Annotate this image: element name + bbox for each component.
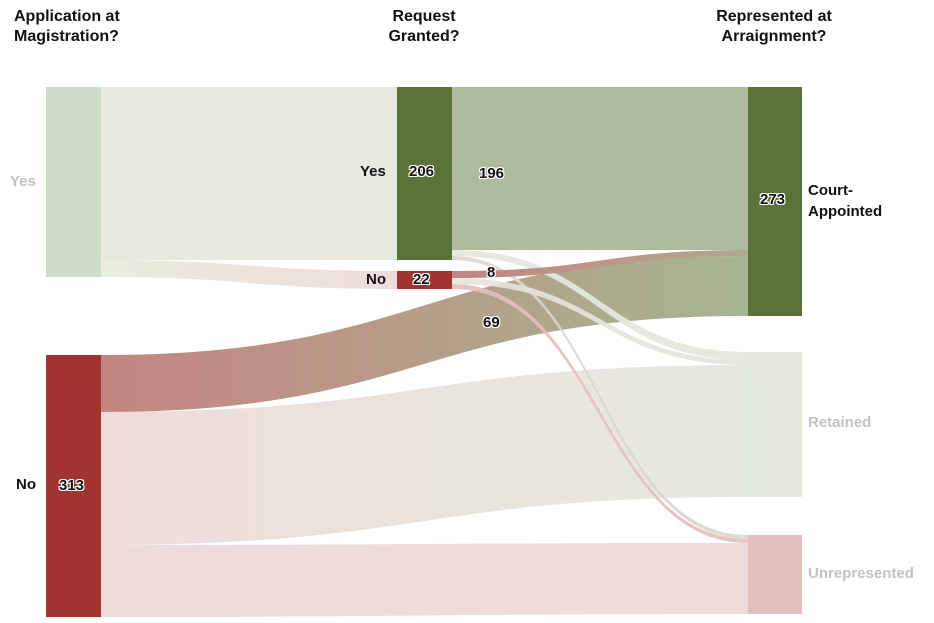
flow-granted-to-retained <box>452 250 748 360</box>
flow-app-no-to-retained <box>101 365 748 545</box>
flow-granted-to-unrepresented <box>452 256 748 539</box>
value-flow-denied-to-court: 8 <box>487 264 496 281</box>
value-flow-noapp-to-court: 69 <box>483 314 500 331</box>
flow-app-yes-to-req-no <box>101 260 397 289</box>
flow-denied-to-unrepresented <box>452 284 748 543</box>
flow-granted-to-court <box>452 87 748 250</box>
node-court-appointed <box>748 87 802 316</box>
value-flow-granted-to-court: 196 <box>479 165 505 182</box>
node-request-yes <box>397 87 452 260</box>
label-retained: Retained <box>808 414 872 431</box>
label-application-yes: Yes <box>10 173 36 190</box>
flow-denied-to-court <box>452 250 748 278</box>
value-request-yes: 206 <box>409 163 435 180</box>
value-application-no: 313 <box>59 477 85 494</box>
node-request-no <box>397 271 452 289</box>
node-application-no <box>46 355 101 617</box>
header-represented: Represented at Arraignment? <box>716 8 832 45</box>
label-request-no: No <box>366 271 386 288</box>
node-retained <box>748 352 802 497</box>
label-application-no: No <box>16 476 36 493</box>
value-court-appointed: 273 <box>760 191 786 208</box>
flow-app-yes-to-req-yes <box>101 87 397 260</box>
label-court-appointed: Court- Appointed <box>808 182 883 220</box>
label-request-yes: Yes <box>360 163 386 180</box>
node-unrepresented <box>748 535 802 614</box>
header-application: Application at Magistration? <box>14 8 120 45</box>
header-request: Request Granted? <box>388 8 460 45</box>
flow-app-no-to-unrepresented <box>101 543 748 617</box>
value-request-no: 22 <box>413 271 430 288</box>
label-unrepresented: Unrepresented <box>808 565 914 582</box>
node-application-yes <box>46 87 101 277</box>
flow-denied-to-retained <box>452 278 748 365</box>
